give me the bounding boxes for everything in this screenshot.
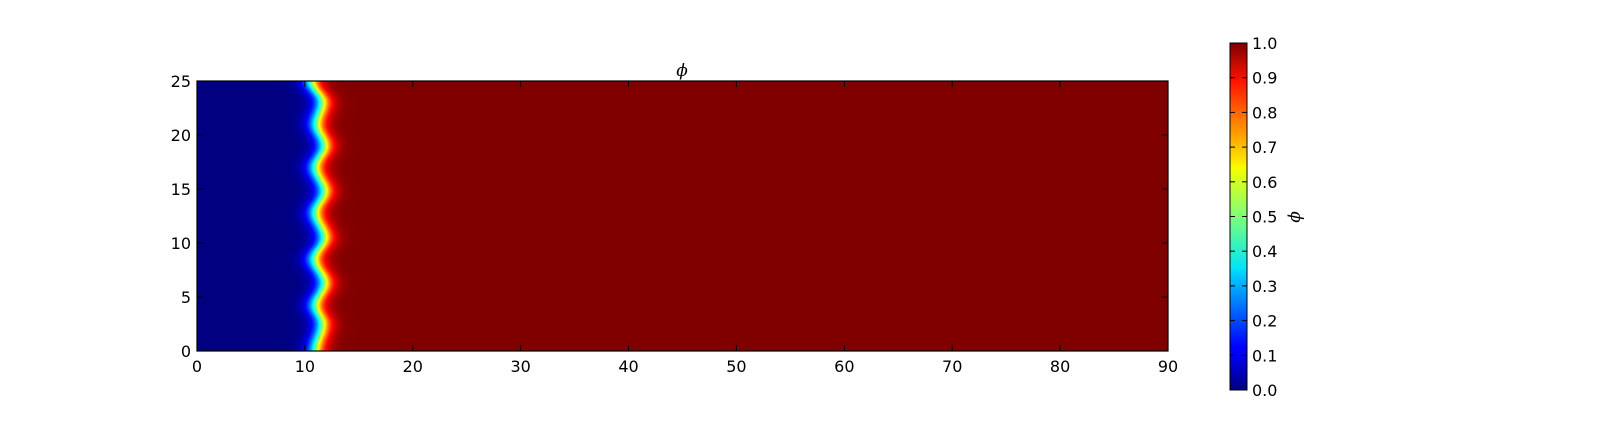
x-tick-label: 40 [618, 357, 638, 376]
x-tick-label: 80 [1050, 357, 1070, 376]
y-tick-label: 20 [171, 126, 191, 145]
x-tick-label: 20 [403, 357, 423, 376]
colorbar-tick-label: 0.6 [1252, 173, 1277, 192]
y-tick-label: 10 [171, 234, 191, 253]
colorbar-tick-label: 0.3 [1252, 277, 1277, 296]
colorbar-tick-label: 0.0 [1252, 381, 1277, 400]
x-tick-label: 50 [726, 357, 746, 376]
y-tick-label: 15 [171, 180, 191, 199]
y-tick-label: 25 [171, 72, 191, 91]
colorbar-tick-label: 0.7 [1252, 138, 1277, 157]
x-tick-label: 60 [834, 357, 854, 376]
x-tick-label: 70 [942, 357, 962, 376]
colorbar-tick-label: 0.2 [1252, 312, 1277, 331]
y-axis: 0 5 10 15 20 25 [171, 72, 1168, 361]
x-tick-label: 30 [510, 357, 530, 376]
x-tick-label: 0 [192, 357, 202, 376]
colorbar-tick-label: 0.4 [1252, 242, 1277, 261]
plot-frame [196, 80, 1169, 352]
chart-title: ϕ [676, 61, 688, 81]
colorbar-tick-label: 0.1 [1252, 346, 1277, 365]
colorbar-axis: 0.0 0.1 0.2 0.3 0.4 0.5 0.6 0.7 0.8 0.9 1.0 [1230, 34, 1277, 400]
x-tick-label: 10 [295, 357, 315, 376]
colorbar-tick-label: 0.5 [1252, 208, 1277, 227]
y-tick-label: 0 [181, 342, 191, 361]
colorbar-tick-label: 0.8 [1252, 103, 1277, 122]
heatmap-image [197, 81, 1168, 351]
colorbar-tick-label: 1.0 [1252, 34, 1277, 53]
x-tick-label: 90 [1158, 357, 1178, 376]
colorbar-tick-label: 0.9 [1252, 69, 1277, 88]
x-axis: 0 10 20 30 40 50 60 70 80 90 [192, 81, 1178, 376]
y-tick-label: 5 [181, 288, 191, 307]
colorbar-label: ϕ [1286, 211, 1306, 223]
